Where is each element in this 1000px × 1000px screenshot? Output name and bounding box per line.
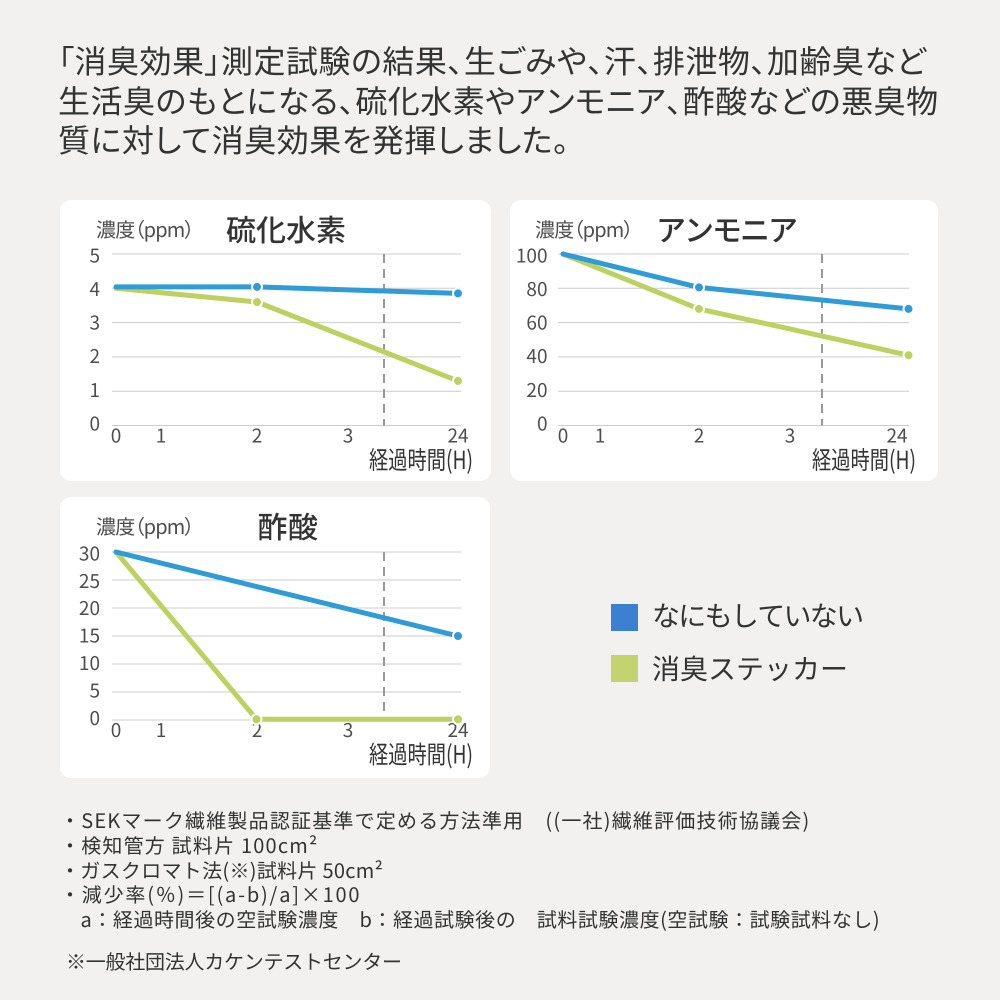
svg-text:0: 0	[558, 422, 569, 449]
svg-text:0: 0	[537, 410, 548, 437]
svg-text:1: 1	[595, 422, 606, 449]
svg-text:2: 2	[89, 342, 100, 369]
svg-text:0: 0	[89, 410, 100, 437]
svg-text:3: 3	[343, 716, 354, 743]
svg-text:30: 30	[79, 539, 100, 566]
svg-text:アンモニア: アンモニア	[656, 206, 797, 250]
svg-text:24: 24	[886, 422, 907, 449]
svg-text:15: 15	[79, 622, 100, 649]
svg-text:4: 4	[89, 275, 100, 302]
svg-text:濃度（ppm）: 濃度（ppm）	[535, 214, 633, 243]
svg-text:濃度（ppm）: 濃度（ppm）	[96, 214, 194, 243]
svg-text:24: 24	[447, 716, 468, 743]
svg-text:20: 20	[79, 594, 100, 621]
svg-text:硫化水素: 硫化水素	[226, 206, 346, 250]
svg-text:100: 100	[516, 241, 548, 268]
svg-text:0: 0	[111, 422, 122, 449]
svg-text:経過時間(H): 経過時間(H)	[369, 736, 473, 772]
svg-text:20: 20	[526, 376, 547, 403]
svg-text:5: 5	[89, 241, 100, 268]
svg-text:5: 5	[89, 677, 100, 704]
svg-text:24: 24	[447, 422, 468, 449]
svg-text:3: 3	[785, 422, 796, 449]
svg-text:1: 1	[156, 422, 167, 449]
svg-text:濃度（ppm）: 濃度（ppm）	[96, 511, 194, 540]
svg-text:0: 0	[111, 716, 122, 743]
svg-text:1: 1	[156, 716, 167, 743]
svg-text:3: 3	[343, 422, 354, 449]
svg-text:3: 3	[89, 309, 100, 336]
svg-text:60: 60	[526, 309, 547, 336]
svg-text:0: 0	[89, 704, 100, 731]
svg-text:40: 40	[526, 342, 547, 369]
svg-text:1: 1	[89, 376, 100, 403]
svg-text:10: 10	[79, 649, 100, 676]
svg-text:2: 2	[252, 422, 263, 449]
svg-text:2: 2	[694, 422, 705, 449]
svg-text:酢酸: 酢酸	[258, 503, 319, 547]
svg-text:25: 25	[79, 567, 100, 594]
svg-text:80: 80	[526, 275, 547, 302]
svg-text:2: 2	[252, 716, 263, 743]
svg-text:経過時間(H): 経過時間(H)	[812, 441, 916, 477]
svg-text:経過時間(H): 経過時間(H)	[369, 441, 473, 477]
